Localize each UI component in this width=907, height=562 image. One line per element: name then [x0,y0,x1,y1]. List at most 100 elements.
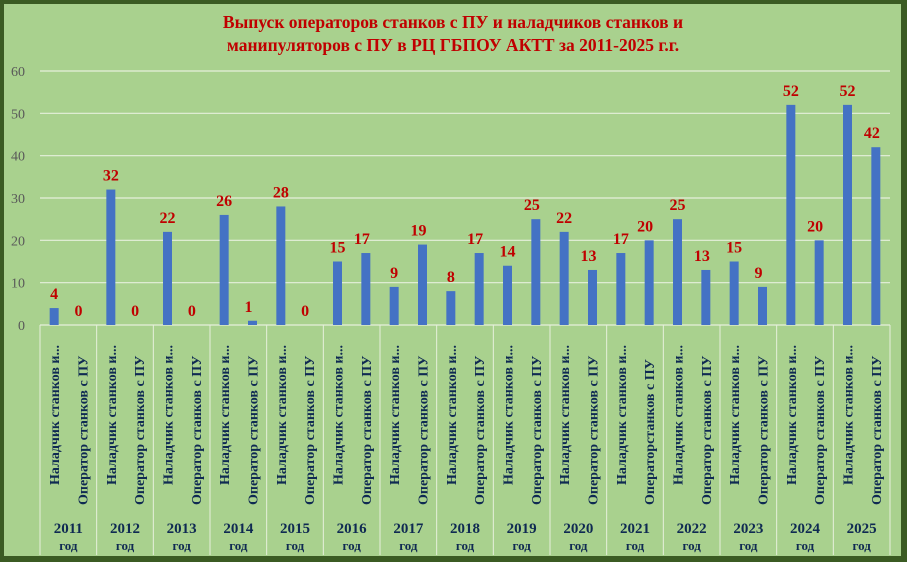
category-label: Наладчик станков и... [105,345,120,485]
bar [814,240,824,325]
data-label: 0 [131,303,139,320]
data-label: 20 [807,218,823,235]
year-label: 2012 [110,521,140,537]
category-label: Наладчик станков и... [445,345,460,485]
bar [503,265,512,325]
bar [276,206,286,325]
category-label: Оператор станков с ПУ [190,356,205,505]
category-label: Оператор станков с ПУ [473,356,488,505]
year-unit-label: год [229,538,248,553]
year-unit-label: год [286,538,305,553]
category-label: Оператор станков с ПУ [530,356,545,505]
year-unit-label: год [513,538,532,553]
category-label: Наладчик станков и... [275,345,290,485]
data-label: 32 [103,168,119,185]
data-label: 22 [160,210,176,227]
bar [588,269,597,325]
year-label: 2024 [790,521,821,537]
category-label: Оператор станков с ПУ [303,356,318,505]
bar [531,219,541,325]
bar [474,253,484,325]
data-label: 17 [613,231,629,248]
data-label: 42 [864,125,880,142]
data-label: 4 [50,286,58,303]
data-label: 25 [670,197,686,214]
year-label: 2018 [450,521,480,537]
bar [418,244,427,325]
year-unit-label: год [626,538,645,553]
year-label: 2016 [337,521,368,537]
data-label: 9 [755,265,763,282]
year-label: 2011 [54,521,83,537]
bar [389,286,399,325]
chart-title-line-2: манипуляторов с ПУ в РЦ ГБПОУ АКТТ за 20… [227,35,679,55]
bar [333,261,342,325]
bar [616,253,626,325]
y-tick-label: 30 [11,192,25,207]
data-label: 9 [390,265,398,282]
y-tick-label: 60 [11,65,25,80]
category-label: Операторстанков с ПУ [643,359,658,505]
year-label: 2014 [223,521,254,537]
year-unit-label: год [796,538,815,553]
data-label: 15 [726,240,742,257]
bar [361,253,371,325]
bar [163,231,172,325]
data-label: 17 [467,231,483,248]
data-label: 19 [411,223,427,240]
data-label: 25 [524,197,540,214]
bar [871,147,881,325]
year-label: 2021 [620,521,650,537]
data-label: 13 [694,248,710,265]
year-unit-label: год [173,538,192,553]
category-label: Оператор станков с ПУ [247,356,262,505]
bar [843,104,852,325]
category-label: Оператор станков с ПУ [417,356,432,505]
category-label: Наладчик станков и... [728,345,743,485]
data-label: 52 [783,83,799,100]
category-label: Наладчик станков и... [162,345,177,485]
data-label: 20 [637,218,653,235]
year-label: 2013 [167,521,197,537]
data-label: 1 [245,299,253,316]
bar [729,261,739,325]
bar [644,240,654,325]
data-label: 26 [216,193,232,210]
chart-title-line-1: Выпуск операторов станков с ПУ и наладчи… [223,12,683,32]
bar [219,214,229,325]
year-unit-label: год [683,538,702,553]
year-unit-label: год [569,538,588,553]
category-label: Оператор станков с ПУ [813,356,828,505]
y-tick-label: 20 [11,234,25,249]
bar [701,269,711,325]
category-label: Оператор станков с ПУ [757,356,772,505]
category-label: Наладчик станков и... [48,345,63,485]
data-label: 22 [556,210,572,227]
year-unit-label: год [343,538,362,553]
category-label: Наладчик станков и... [672,345,687,485]
category-label: Наладчик станков и... [218,345,233,485]
year-label: 2025 [847,521,877,537]
category-label: Наладчик станков и... [502,345,517,485]
year-unit-label: год [116,538,135,553]
y-tick-label: 10 [11,277,25,292]
year-label: 2017 [393,521,424,537]
y-tick-label: 50 [11,107,25,122]
bar [758,286,767,325]
category-label: Наладчик станков и... [842,345,857,485]
category-label: Наладчик станков и... [558,345,573,485]
data-label: 0 [188,303,196,320]
year-label: 2015 [280,521,310,537]
year-unit-label: год [59,538,78,553]
bar [559,231,569,325]
category-label: Оператор станков с ПУ [587,356,602,505]
year-unit-label: год [739,538,758,553]
year-label: 2023 [733,521,763,537]
year-unit-label: год [853,538,872,553]
data-label: 28 [273,184,289,201]
data-label: 17 [354,231,370,248]
data-label: 0 [301,303,309,320]
category-label: Оператор станков с ПУ [77,356,92,505]
data-label: 14 [500,244,516,261]
